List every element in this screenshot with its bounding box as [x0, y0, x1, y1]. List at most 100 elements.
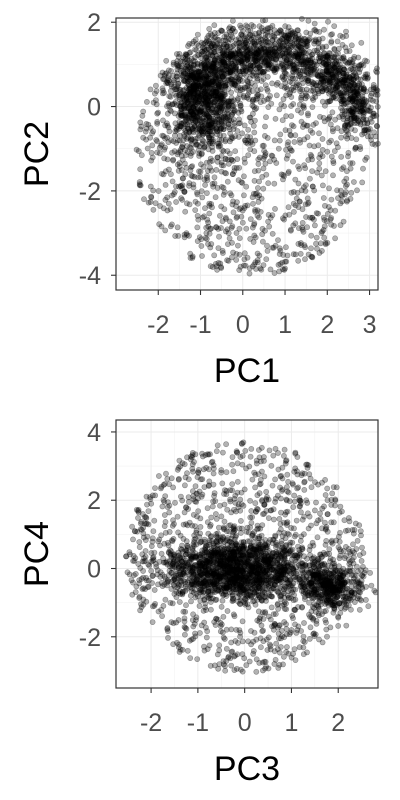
data-point [244, 51, 251, 58]
data-point [233, 203, 239, 209]
data-point [242, 67, 249, 74]
data-point [241, 38, 248, 44]
data-point [264, 61, 271, 68]
data-point [253, 96, 259, 103]
data-point [187, 49, 194, 56]
data-point [317, 240, 324, 247]
data-point [151, 90, 158, 97]
data-point [322, 240, 329, 246]
data-point [243, 55, 250, 61]
data-point [363, 127, 370, 134]
data-point [360, 62, 367, 69]
data-point [218, 69, 225, 76]
data-point [247, 216, 254, 222]
data-point [186, 57, 192, 64]
data-point [350, 95, 356, 102]
data-point [275, 42, 282, 49]
data-point [289, 68, 296, 74]
data-point [263, 59, 270, 66]
data-point [315, 55, 322, 62]
data-point [319, 182, 326, 189]
data-point [347, 82, 353, 89]
data-point [227, 53, 234, 59]
data-point [227, 76, 234, 83]
data-point [233, 66, 239, 73]
data-point [252, 42, 258, 49]
data-point [188, 100, 195, 107]
data-point [173, 102, 180, 108]
data-point [241, 256, 248, 263]
data-point [357, 104, 364, 111]
data-point [281, 69, 288, 76]
data-point [260, 262, 267, 268]
data-point [218, 27, 224, 34]
data-point [217, 142, 224, 149]
data-point [351, 81, 357, 88]
data-point [194, 117, 201, 123]
y-tick-label: 0 [87, 94, 101, 122]
data-point [318, 247, 325, 254]
data-point [211, 74, 218, 81]
data-point [182, 53, 188, 59]
data-point [330, 94, 337, 101]
data-point [299, 57, 306, 64]
data-point [202, 182, 208, 188]
data-point [300, 184, 307, 191]
data-point [353, 86, 360, 92]
data-point [245, 126, 252, 133]
data-point [253, 39, 260, 46]
data-point [213, 41, 220, 48]
data-point [276, 106, 283, 113]
data-point [172, 86, 178, 92]
data-point [336, 90, 343, 97]
data-point [188, 89, 194, 95]
data-point [198, 63, 205, 69]
data-point [209, 264, 216, 270]
data-point [297, 88, 303, 94]
data-point [250, 72, 257, 79]
data-point [175, 62, 182, 69]
data-point [204, 56, 211, 63]
data-point [232, 55, 239, 61]
data-point [181, 86, 188, 93]
data-point [232, 148, 239, 155]
data-point [316, 36, 322, 43]
data-point [154, 149, 160, 156]
data-point [254, 250, 261, 257]
data-point [311, 222, 318, 229]
data-point [211, 22, 218, 29]
data-point [286, 33, 293, 40]
data-point [224, 63, 231, 70]
data-point [307, 57, 313, 64]
data-point [252, 206, 258, 213]
data-point [218, 168, 225, 175]
data-point [242, 64, 249, 71]
data-point [197, 168, 204, 175]
data-point [181, 188, 188, 195]
data-point [221, 33, 228, 40]
data-point [289, 73, 296, 79]
data-point [167, 171, 174, 178]
data-point [176, 94, 183, 101]
data-point [183, 97, 190, 104]
data-point [228, 156, 235, 163]
data-point [184, 79, 191, 86]
data-point [182, 56, 189, 62]
data-point [338, 98, 345, 104]
data-point [165, 75, 172, 82]
data-point [315, 40, 322, 47]
data-point [326, 85, 332, 92]
data-point [338, 153, 345, 160]
data-point [224, 178, 231, 185]
data-point [334, 83, 341, 89]
data-point [210, 41, 217, 48]
data-point [335, 80, 342, 86]
data-point [344, 118, 351, 125]
data-point [180, 175, 186, 182]
data-point [357, 62, 364, 68]
data-point [198, 151, 205, 158]
data-point [221, 551, 227, 558]
data-point [228, 56, 235, 63]
data-point [304, 134, 311, 141]
data-point [206, 80, 213, 87]
